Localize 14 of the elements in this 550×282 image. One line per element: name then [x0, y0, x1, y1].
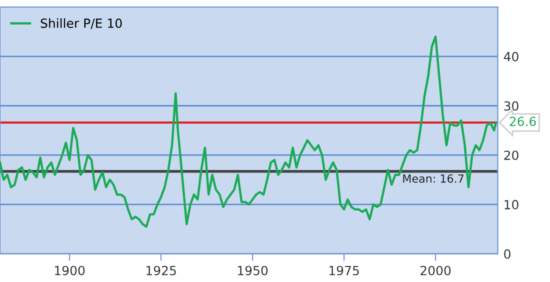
ref-line-label: 26.6 — [510, 116, 536, 126]
legend-label: Shiller P/E 10 — [40, 18, 122, 29]
y-tick-label: 30 — [504, 101, 518, 111]
y-tick-label: 20 — [504, 150, 518, 160]
ref-line-label: Mean: 16.7 — [403, 174, 464, 183]
y-tick-label: 40 — [504, 52, 518, 62]
x-tick-label: 1950 — [238, 266, 268, 276]
y-tick-label: 10 — [504, 200, 518, 210]
y-tick-label: 0 — [504, 249, 510, 259]
x-tick-label: 1975 — [330, 266, 359, 276]
x-tick-label: 2000 — [420, 266, 451, 276]
x-tick-label: 1900 — [55, 266, 85, 276]
x-tick-label: 1925 — [146, 266, 176, 276]
line-series — [0, 36, 498, 228]
